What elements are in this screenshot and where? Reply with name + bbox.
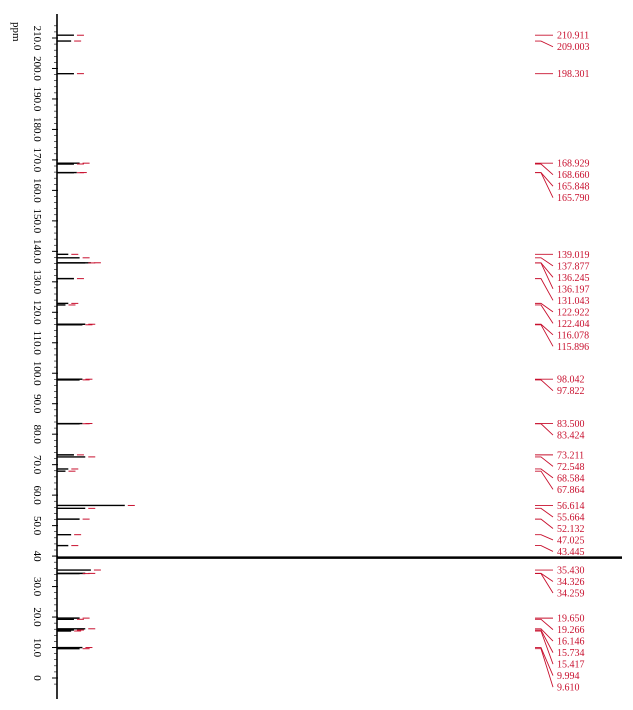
axis-tick-label: 160.0 — [31, 178, 43, 203]
peak-label: 35.430 — [557, 566, 585, 577]
axis-tick-label: 170.0 — [31, 148, 43, 173]
peak-label: 136.245 — [557, 273, 590, 284]
peak-label: 52.132 — [557, 524, 585, 535]
peak-label: 72.548 — [557, 462, 585, 473]
peak-leader-line — [535, 507, 554, 518]
peak-leader-line — [535, 545, 554, 552]
axis-ticks: 210.0 200.0 190.0 180.0 170.0 160.0 150.0 140.0… — [31, 25, 58, 685]
axis-tick-label: 180.0 — [31, 117, 43, 142]
peak-label: 47.025 — [557, 535, 585, 546]
spectrum-trace — [57, 34, 622, 650]
axis-tick-label: 200.0 — [31, 56, 43, 81]
peak-label: 139.019 — [557, 250, 590, 261]
peak-label: 165.790 — [557, 193, 590, 204]
peak-label: 19.266 — [557, 625, 585, 636]
peak-leader-line — [535, 278, 554, 301]
axis-tick-label: 120.0 — [31, 300, 43, 325]
peak-label: 15.417 — [557, 660, 585, 671]
axis-tick-label: 210.0 — [31, 26, 43, 51]
peak-leader-line — [535, 628, 554, 642]
axis-tick-label: 60.0 — [31, 486, 43, 506]
axis-tick-label: 150.0 — [31, 208, 43, 233]
peak-leader-line — [535, 163, 554, 176]
peak-label: 34.326 — [557, 577, 585, 588]
peak-label: 198.301 — [557, 69, 590, 80]
peak-label: 68.584 — [557, 473, 585, 484]
peak-leader-line — [535, 629, 554, 653]
axis-tick-label: 100.0 — [31, 361, 43, 386]
axis-tick-label: 130.0 — [31, 269, 43, 294]
peak-label: 19.650 — [557, 614, 585, 625]
peak-label: 115.896 — [557, 342, 589, 353]
peak-leader-line — [535, 323, 554, 336]
axis-tick-label: 0 — [31, 675, 43, 681]
peak-label: 83.424 — [557, 431, 585, 442]
peak-label: 9.610 — [557, 683, 580, 694]
peak-leader-line — [535, 573, 554, 594]
peak-label: 97.822 — [557, 386, 585, 397]
peak-leader-line — [535, 572, 554, 582]
peak-leader-line — [535, 468, 554, 479]
peak-label: 168.929 — [557, 159, 590, 170]
axis-tick-label: 50.0 — [31, 516, 43, 536]
peak-label: 137.877 — [557, 261, 590, 272]
peak-leader-line — [535, 423, 554, 436]
peak-label: 122.922 — [557, 307, 590, 318]
peak-leader-line — [535, 534, 554, 541]
peak-label: 15.734 — [557, 648, 585, 659]
peak-label: 168.660 — [557, 170, 590, 181]
peak-label: 122.404 — [557, 319, 590, 330]
peak-leader-line — [535, 302, 554, 313]
peak-label: 209.003 — [557, 42, 590, 53]
axis-tick-label: 90.0 — [31, 394, 43, 414]
peak-label: 55.664 — [557, 512, 585, 523]
axis-tick-label: 110.0 — [31, 331, 43, 356]
peak-leader-line — [535, 456, 554, 467]
peak-label: 9.994 — [557, 671, 580, 682]
peak-leader-line — [535, 257, 554, 267]
peak-label: 131.043 — [557, 296, 590, 307]
axis-tick-label: 70.0 — [31, 455, 43, 475]
peak-label: 67.864 — [557, 485, 585, 496]
axis-tick-label: 140.0 — [31, 239, 43, 264]
peak-leader-line — [535, 518, 554, 529]
peak-leader-line — [535, 262, 554, 290]
peak-label: 165.848 — [557, 182, 590, 193]
peak-label: 16.146 — [557, 637, 585, 648]
peak-label: 73.211 — [557, 450, 584, 461]
peak-leader-line — [535, 630, 554, 665]
axis-tick-label: 190.0 — [31, 87, 43, 112]
peak-leader-line — [535, 618, 554, 630]
peak-leader-line — [535, 324, 554, 347]
peak-label: 98.042 — [557, 375, 585, 386]
peak-label: 83.500 — [557, 419, 585, 430]
peak-label: 56.614 — [557, 501, 585, 512]
axis-unit-label: ppm — [10, 22, 22, 42]
peak-leader-line — [535, 379, 554, 392]
peak-leader-line — [535, 648, 554, 688]
axis-tick-label: 30.0 — [31, 577, 43, 597]
peak-label: 116.078 — [557, 330, 589, 341]
peak-leader-line — [535, 40, 554, 48]
peak-label: 136.197 — [557, 284, 590, 295]
axis-tick-label: 20.0 — [31, 607, 43, 627]
peak-leader-line — [535, 647, 554, 676]
axis-tick-label: 10.0 — [31, 638, 43, 658]
peak-leader-line — [535, 172, 554, 198]
peak-label: 43.445 — [557, 547, 585, 558]
axis-tick-label: 80.0 — [31, 425, 43, 445]
peak-label: 210.911 — [557, 31, 589, 42]
peak-leader-line — [535, 304, 554, 324]
peak-label: 34.259 — [557, 589, 585, 600]
axis-tick-label: 40 — [31, 551, 43, 563]
peak-leader-line — [535, 470, 554, 490]
